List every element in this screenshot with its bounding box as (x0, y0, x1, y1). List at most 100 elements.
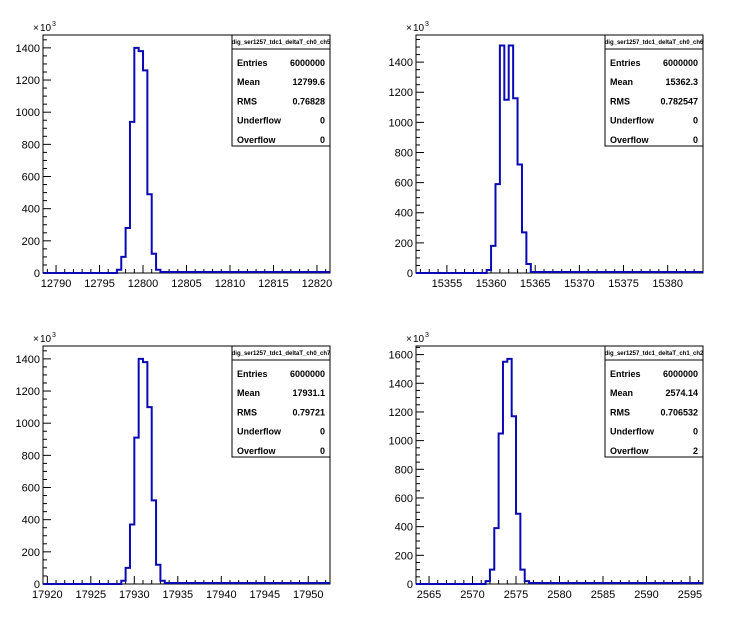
stats-value: 0.79721 (292, 407, 325, 417)
stats-label: Mean (237, 77, 260, 87)
stats-box: dig_ser1257_tdc1_deltaT_ch0_ch7 Entries 60… (231, 345, 331, 458)
y-exponent-power: 3 (425, 21, 429, 28)
x-tick-label: 15360 (476, 278, 507, 290)
stats-histogram-name: dig_ser1257_tdc1_deltaT_ch0_ch7 (232, 351, 331, 357)
x-tick-label: 17945 (249, 589, 280, 601)
y-tick-label: 0 (34, 268, 40, 280)
y-exponent-base: 10 (413, 334, 425, 345)
y-tick-label: 800 (22, 450, 40, 462)
y-tick-label: 1200 (389, 407, 413, 419)
histogram-bin (495, 184, 499, 273)
y-exponent-power: 3 (52, 332, 56, 339)
histogram-bin (143, 70, 147, 273)
y-tick-label: 1400 (16, 354, 40, 366)
x-tick-label: 15370 (564, 278, 595, 290)
histogram-panel-3: 17920 17925 17930 17935 17940 17945 17950 0 200 4… (16, 332, 332, 601)
histogram-line (416, 44, 703, 274)
stats-value: 6000000 (290, 58, 325, 68)
histogram-bin (487, 270, 491, 273)
y-tick-label: 0 (34, 579, 40, 591)
histogram-bin (507, 359, 511, 584)
x-tick-label: 2590 (634, 589, 658, 601)
stats-label: Mean (237, 388, 260, 398)
histogram-bin (504, 100, 508, 273)
x-tick-label: 12815 (258, 278, 289, 290)
stats-label: Overflow (237, 446, 277, 456)
histogram-bin (503, 362, 507, 584)
histogram-bin (152, 500, 156, 584)
x-tick-label: 17920 (32, 589, 63, 601)
y-tick-label: 400 (395, 208, 413, 220)
stats-value: 6000000 (663, 369, 698, 379)
y-exponent-times: × (406, 23, 412, 34)
stats-label: Overflow (237, 135, 277, 145)
x-tick-label: 17935 (163, 589, 194, 601)
y-exponent-times: × (33, 334, 39, 345)
y-tick-label: 600 (22, 483, 40, 495)
y-tick-label: 200 (395, 550, 413, 562)
y-exponent-times: × (33, 23, 39, 34)
stats-label: Underflow (610, 427, 655, 437)
stats-box-frame (604, 34, 704, 147)
y-tick-label: 400 (22, 515, 40, 527)
stats-label: Overflow (610, 446, 650, 456)
histogram-bin (156, 270, 160, 273)
y-tick-label: 400 (395, 522, 413, 534)
histogram-bin (520, 570, 524, 584)
y-tick-label: 800 (395, 464, 413, 476)
stats-value: 17931.1 (292, 388, 325, 398)
histogram-bin (499, 433, 503, 584)
y-tick-label: 600 (395, 178, 413, 190)
y-tick-label: 200 (395, 238, 413, 250)
stats-value: 0 (693, 427, 698, 437)
stats-histogram-name: dig_ser1257_tdc1_deltaT_ch1_ch2 (605, 351, 704, 357)
y-exponent-times: × (406, 334, 412, 345)
x-tick-label: 12800 (128, 278, 159, 290)
y-tick-label: 1400 (16, 43, 40, 55)
histogram-bin (490, 570, 494, 584)
stats-value: 0 (320, 446, 325, 456)
y-exponent-base: 10 (40, 334, 52, 345)
histogram-bin (513, 98, 517, 273)
histogram-bin (509, 46, 513, 273)
y-exponent-power: 3 (52, 21, 56, 28)
histogram-bin (134, 438, 138, 584)
stats-value: 15362.3 (665, 77, 698, 87)
histogram-bin (522, 232, 526, 273)
stats-label: Underflow (237, 116, 282, 126)
histogram-panel-4: 2565 2570 2575 2580 2585 2590 2595 0 200 400 600 80… (389, 332, 705, 601)
stats-value: 0.706532 (660, 407, 698, 417)
y-tick-label: 800 (395, 147, 413, 159)
histogram-bin (147, 407, 151, 584)
x-tick-label: 17930 (119, 589, 150, 601)
x-tick-label: 2585 (591, 589, 615, 601)
histogram-bin (526, 264, 530, 273)
stats-value: 2 (693, 446, 698, 456)
x-tick-label: 2570 (460, 589, 484, 601)
y-tick-label: 1000 (389, 436, 413, 448)
histogram-bin (143, 362, 147, 584)
stats-label: Entries (610, 58, 641, 68)
x-tick-label: 2595 (678, 589, 702, 601)
histogram-bin (147, 194, 151, 273)
stats-label: Entries (610, 369, 641, 379)
histogram-bin (139, 359, 143, 584)
stats-label: Mean (610, 388, 633, 398)
stats-value: 12799.6 (292, 77, 325, 87)
histogram-bin (494, 528, 498, 584)
stats-label: RMS (237, 407, 257, 417)
histogram-bin (130, 122, 134, 273)
stats-histogram-name: dig_ser1257_tdc1_deltaT_ch0_ch6 (605, 40, 704, 46)
histogram-bin (121, 257, 125, 273)
stats-label: Entries (237, 58, 268, 68)
histogram-bin (152, 254, 156, 273)
y-tick-label: 1200 (16, 75, 40, 87)
stats-histogram-name: dig_ser1257_tdc1_deltaT_ch0_ch5 (232, 40, 331, 46)
x-tick-label: 2565 (417, 589, 441, 601)
x-tick-label: 2580 (547, 589, 571, 601)
stats-label: Overflow (610, 135, 650, 145)
y-tick-label: 1400 (389, 378, 413, 390)
stats-value: 0 (320, 116, 325, 126)
histogram-bin (126, 228, 130, 273)
